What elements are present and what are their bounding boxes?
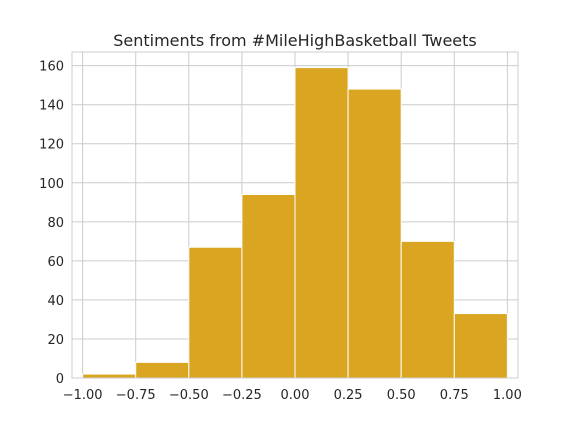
y-tick-label: 160 <box>39 60 64 75</box>
x-tick-label: 0.50 <box>387 388 416 403</box>
x-tick-label: 0.75 <box>440 388 469 403</box>
y-tick-label: 0 <box>56 372 64 387</box>
histogram-bar <box>241 194 296 379</box>
y-tick-label: 80 <box>47 216 64 231</box>
x-tick-label: 0.25 <box>334 388 363 403</box>
y-tick-label: 120 <box>39 138 64 153</box>
x-tick-label: −0.75 <box>116 388 156 403</box>
x-tick-label: −0.25 <box>222 388 262 403</box>
histogram-bar <box>453 313 508 379</box>
y-tick-label: 20 <box>47 333 64 348</box>
x-tick-label: 1.00 <box>493 388 522 403</box>
x-tick-label: 0.00 <box>281 388 310 403</box>
plot-frame <box>71 51 519 379</box>
y-tick-label: 60 <box>47 255 64 270</box>
x-tick-label: −0.50 <box>169 388 209 403</box>
histogram-bar <box>135 361 190 379</box>
x-tick-label: −1.00 <box>63 388 103 403</box>
histogram-bar <box>188 246 243 379</box>
histogram-bar <box>82 373 137 379</box>
y-tick-label: 100 <box>39 177 64 192</box>
y-tick-label: 40 <box>47 294 64 309</box>
chart-title: Sentiments from #MileHighBasketball Twee… <box>113 31 477 50</box>
y-tick-label: 140 <box>39 99 64 114</box>
y-axis-ticks: 0 20 40 60 80 100 120 140 160 <box>39 60 64 387</box>
histogram-bar <box>347 88 402 379</box>
x-axis-ticks: −1.00 −0.75 −0.50 −0.25 0.00 0.25 0.50 0.75 1.00 <box>63 388 522 403</box>
histogram-bars <box>82 67 508 379</box>
histogram-bar <box>294 67 349 379</box>
histogram-bar <box>400 240 455 379</box>
